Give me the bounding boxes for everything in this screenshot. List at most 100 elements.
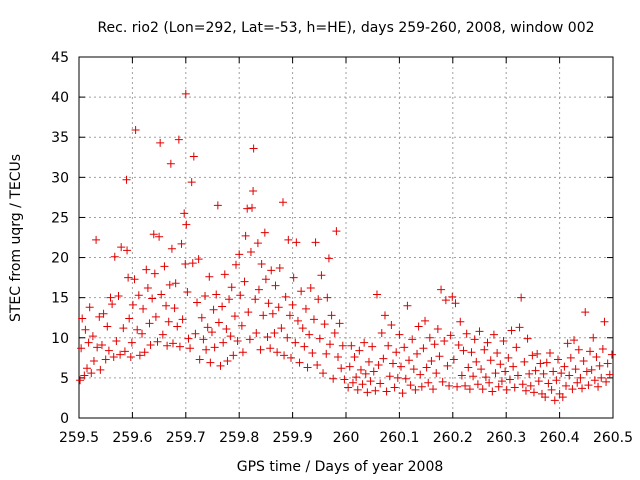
y-tick-label: 35 [51, 130, 69, 146]
data-point [271, 281, 280, 290]
data-point [298, 324, 307, 333]
data-point [571, 365, 580, 374]
data-point [259, 311, 268, 320]
data-point [114, 292, 123, 301]
data-point [89, 357, 98, 366]
data-point [131, 126, 140, 135]
data-point [547, 385, 556, 394]
data-point [451, 299, 460, 308]
data-point [112, 336, 121, 345]
grid-lines [79, 57, 613, 418]
data-point [164, 317, 173, 326]
data-point [489, 330, 498, 339]
data-point [392, 348, 401, 357]
data-point [568, 385, 577, 394]
data-point [306, 284, 315, 293]
data-point [182, 220, 191, 229]
data-point [110, 252, 119, 261]
data-point [325, 340, 334, 349]
data-point [589, 333, 598, 342]
data-point [237, 321, 246, 330]
data-point [241, 231, 250, 240]
data-point [126, 353, 135, 362]
data-point [332, 227, 341, 236]
data-point [238, 348, 247, 357]
data-point [525, 369, 534, 378]
data-point [403, 301, 412, 310]
data-point [81, 325, 90, 334]
data-point [344, 383, 353, 392]
data-point [305, 330, 314, 339]
data-point [181, 259, 190, 268]
data-point [264, 299, 273, 308]
data-point [322, 349, 331, 358]
data-point [528, 351, 537, 360]
data-point [566, 353, 575, 362]
data-point [446, 331, 455, 340]
data-point [133, 325, 142, 334]
x-tick-label: 259.6 [112, 430, 152, 446]
data-point [130, 275, 139, 284]
data-point [84, 338, 93, 347]
data-point [360, 338, 369, 347]
data-point [252, 328, 261, 337]
data-point [313, 361, 322, 370]
data-point [562, 381, 571, 390]
data-point [266, 344, 275, 353]
data-point [99, 309, 108, 318]
data-point [353, 385, 362, 394]
data-point [513, 371, 522, 380]
data-point [220, 270, 229, 279]
data-point [414, 322, 423, 331]
data-point [395, 330, 404, 339]
data-point [216, 361, 225, 370]
data-point [448, 292, 457, 301]
data-point [430, 340, 439, 349]
data-point [285, 311, 294, 320]
data-point [139, 304, 148, 313]
data-point [496, 360, 505, 369]
data-point [214, 318, 223, 327]
data-point [472, 357, 481, 366]
data-point [231, 260, 240, 269]
data-point [475, 327, 484, 336]
data-point [122, 175, 131, 184]
data-point [453, 382, 462, 391]
data-point [145, 319, 154, 328]
data-point [545, 349, 554, 358]
data-points [76, 89, 616, 405]
data-point [397, 362, 406, 371]
data-point [529, 388, 538, 397]
data-point [512, 343, 521, 352]
data-point [337, 364, 346, 373]
data-point [153, 337, 162, 346]
data-point [314, 295, 323, 304]
data-point [93, 343, 102, 352]
data-point [108, 300, 117, 309]
data-point [595, 361, 604, 370]
data-point [142, 265, 151, 274]
data-point [539, 369, 548, 378]
data-point [83, 364, 92, 373]
data-point [243, 204, 252, 213]
data-point [340, 375, 349, 384]
data-point [134, 291, 143, 300]
data-point [148, 294, 157, 303]
data-point [417, 382, 426, 391]
data-point [324, 254, 333, 263]
x-axis-label: GPS time / Days of year 2008 [237, 459, 444, 475]
data-point [534, 377, 543, 386]
data-point [125, 314, 134, 323]
data-point [212, 290, 221, 299]
data-point [138, 329, 147, 338]
data-point [197, 313, 206, 322]
data-point [411, 385, 420, 394]
data-point [235, 250, 244, 259]
data-point [348, 378, 357, 387]
data-point [502, 385, 511, 394]
data-point [473, 380, 482, 389]
data-point [398, 389, 407, 398]
data-point [170, 304, 179, 313]
data-point [213, 201, 222, 210]
y-axis-label: STEC from uqrg / TECUs [8, 154, 24, 322]
